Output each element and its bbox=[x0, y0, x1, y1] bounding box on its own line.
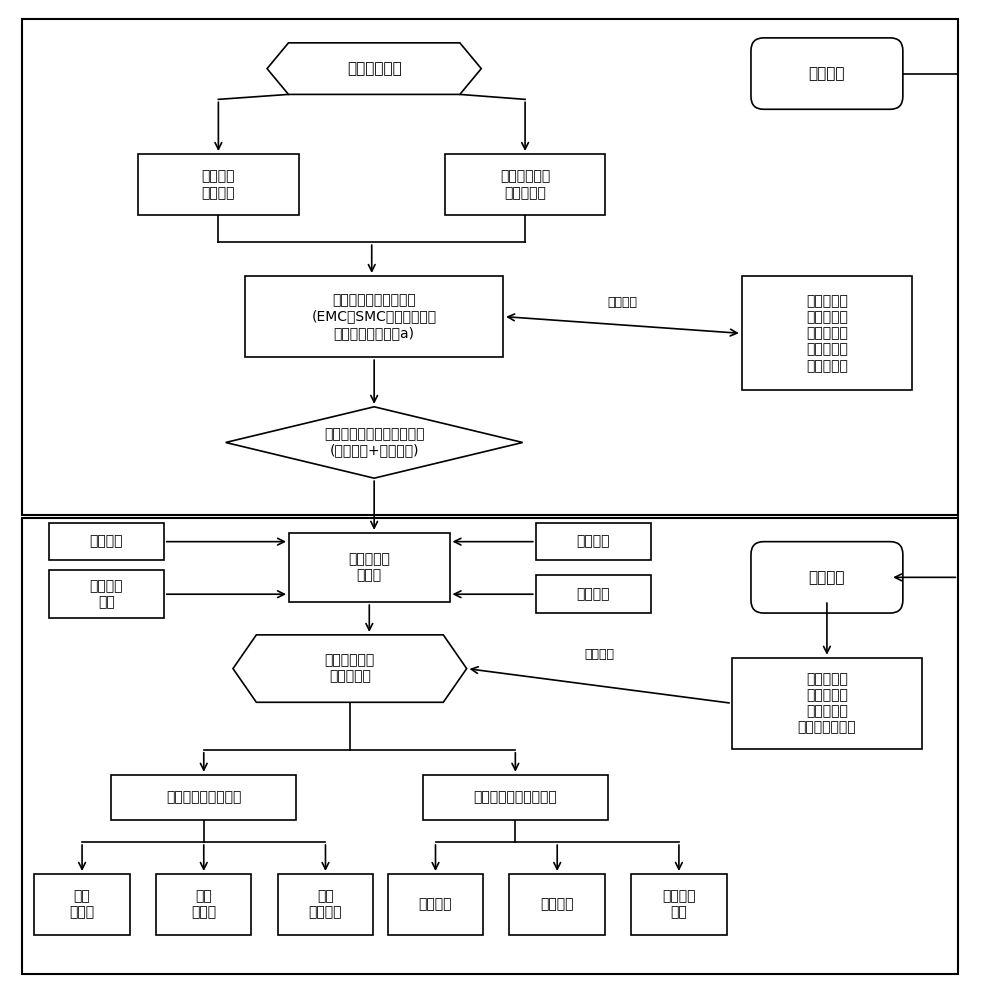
Text: 流域尺度非点
源污染模拟: 流域尺度非点 源污染模拟 bbox=[325, 653, 375, 684]
Text: 径流系数、
年降雨量、
土地类型、
污染物输出系数: 径流系数、 年降雨量、 土地类型、 污染物输出系数 bbox=[797, 672, 856, 735]
Text: 不同
行政区: 不同 行政区 bbox=[70, 890, 94, 920]
Bar bbox=[138, 154, 299, 215]
Text: 非点源污染负荷量确定: 非点源污染负荷量确定 bbox=[473, 790, 557, 804]
Text: 文献查阅: 文献查阅 bbox=[89, 535, 123, 549]
Text: 地区位置、
地形地貌、
气候特征、
植被覆盖、
土壤、水系: 地区位置、 地形地貌、 气候特征、 植被覆盖、 土壤、水系 bbox=[806, 294, 847, 373]
Text: 流域尺度: 流域尺度 bbox=[808, 570, 846, 585]
Text: 模型数据库
的建立: 模型数据库 的建立 bbox=[349, 552, 390, 583]
Text: 非点源污染空间分布: 非点源污染空间分布 bbox=[166, 790, 242, 804]
Bar bbox=[510, 874, 605, 935]
Bar bbox=[278, 874, 373, 935]
Bar bbox=[49, 570, 164, 618]
Bar bbox=[631, 874, 727, 935]
Text: 田间尺度: 田间尺度 bbox=[808, 66, 846, 81]
Bar bbox=[34, 874, 130, 935]
Bar bbox=[22, 19, 958, 515]
Bar bbox=[49, 523, 164, 560]
Text: 面上负荷: 面上负荷 bbox=[418, 898, 453, 912]
Polygon shape bbox=[233, 635, 466, 702]
Text: 田间地表
径流特征: 田间地表 径流特征 bbox=[201, 170, 235, 200]
Text: 流域出口
负荷: 流域出口 负荷 bbox=[662, 890, 695, 920]
Text: 人工模拟降雨: 人工模拟降雨 bbox=[347, 61, 402, 76]
Text: 社会环境
调研: 社会环境 调研 bbox=[89, 579, 123, 609]
Bar bbox=[246, 276, 503, 357]
Bar bbox=[388, 874, 483, 935]
Text: 不同
子流域: 不同 子流域 bbox=[191, 890, 216, 920]
Text: 田间氮磷污染
物输出特征: 田间氮磷污染 物输出特征 bbox=[500, 170, 550, 200]
Text: 遥感影像: 遥感影像 bbox=[576, 535, 610, 549]
Bar bbox=[423, 775, 608, 820]
Polygon shape bbox=[226, 407, 522, 478]
Text: 影响因素: 影响因素 bbox=[584, 648, 615, 661]
FancyBboxPatch shape bbox=[751, 38, 902, 109]
Bar bbox=[536, 523, 651, 560]
Bar bbox=[289, 533, 450, 602]
FancyBboxPatch shape bbox=[751, 542, 902, 613]
Polygon shape bbox=[267, 43, 481, 94]
Bar bbox=[445, 154, 606, 215]
Text: 不同
土地利用: 不同 土地利用 bbox=[308, 890, 342, 920]
Bar bbox=[22, 518, 958, 974]
Text: 建立非点源输出特征数据库
(输出系数+径流系数): 建立非点源输出特征数据库 (输出系数+径流系数) bbox=[324, 427, 424, 458]
Bar bbox=[732, 658, 922, 749]
Bar bbox=[536, 575, 651, 613]
Bar bbox=[741, 276, 912, 390]
Bar bbox=[111, 775, 297, 820]
Text: 影响因素: 影响因素 bbox=[608, 296, 637, 309]
Text: 入河负荷: 入河负荷 bbox=[540, 898, 573, 912]
Bar bbox=[156, 874, 251, 935]
Text: 现场调查: 现场调查 bbox=[576, 587, 610, 601]
Text: 本地化输出系数的确定
(EMC、SMC、产流时间、
径流量、径流系数a): 本地化输出系数的确定 (EMC、SMC、产流时间、 径流量、径流系数a) bbox=[311, 293, 437, 340]
